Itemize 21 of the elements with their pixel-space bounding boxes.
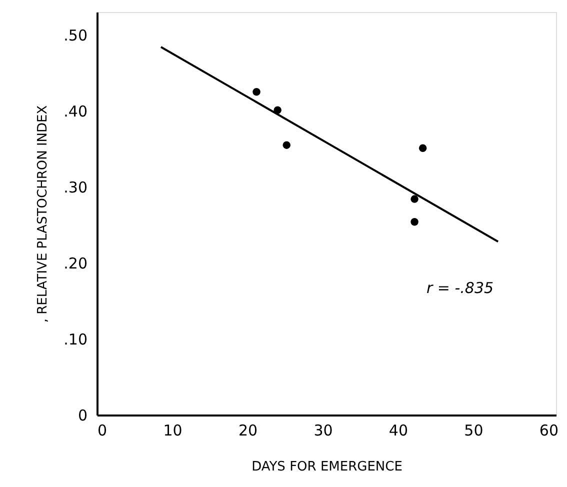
point bbox=[282, 141, 290, 149]
x-tick-label: 50 bbox=[464, 422, 484, 440]
y-tick-label: .10 bbox=[64, 330, 88, 348]
y-axis-title: , RELATIVE PLASTOCHRON INDEX bbox=[36, 105, 51, 323]
y-tick-label: .30 bbox=[64, 178, 88, 196]
y-tick-label: .40 bbox=[64, 102, 88, 120]
x-axis-title: DAYS FOR EMERGENCE bbox=[252, 460, 402, 474]
point bbox=[410, 195, 418, 203]
x-tick-label: 30 bbox=[314, 422, 333, 440]
x-tick-label: 20 bbox=[238, 422, 258, 440]
x-tick-label: 0 bbox=[98, 422, 108, 440]
annotation: r = -.835 bbox=[426, 279, 494, 297]
point bbox=[252, 88, 260, 96]
x-tick-label: 60 bbox=[539, 422, 559, 440]
point bbox=[418, 144, 427, 152]
x-tick-label: 40 bbox=[388, 422, 408, 440]
x-tick-label: 10 bbox=[163, 422, 182, 440]
y-tick-label: .50 bbox=[64, 26, 88, 44]
y-tick-label: .20 bbox=[64, 254, 88, 272]
point bbox=[410, 218, 418, 226]
y-tick-label: 0 bbox=[78, 406, 88, 424]
